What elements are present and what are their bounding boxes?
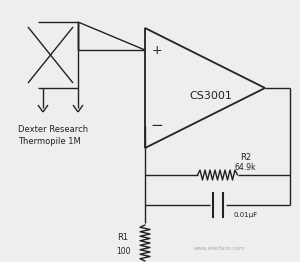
Text: R1: R1 [117, 233, 129, 243]
Text: Dexter Research: Dexter Research [18, 125, 88, 134]
Text: CS3001: CS3001 [190, 91, 232, 101]
Text: −: − [151, 118, 164, 134]
Text: 100: 100 [116, 247, 130, 255]
Text: Thermopile 1M: Thermopile 1M [18, 138, 81, 146]
Text: 0.01μF: 0.01μF [233, 212, 258, 218]
Text: 64.9k: 64.9k [235, 162, 256, 172]
Text: +: + [152, 43, 162, 57]
Text: R2: R2 [240, 152, 251, 161]
Text: www.elecfans.com: www.elecfans.com [194, 245, 246, 250]
